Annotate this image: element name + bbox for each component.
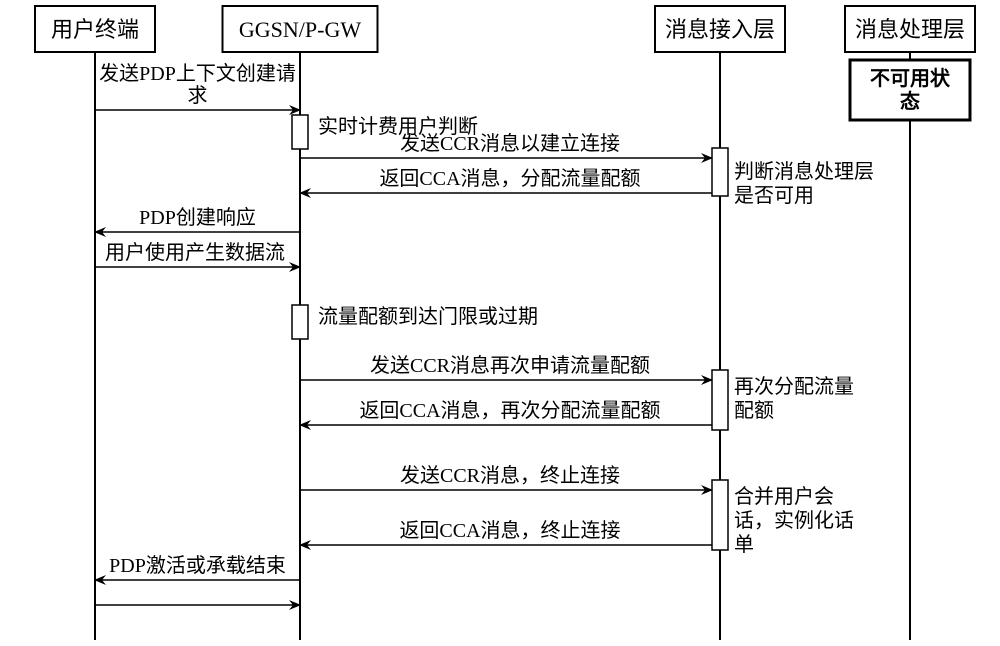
message-label-7-1: 发送CCR消息，终止连接 [400, 464, 620, 487]
participant-label-p3: 消息接入层 [665, 17, 775, 42]
side-label-2-1: 话，实例化话 [734, 509, 854, 532]
participant-label-p2: GGSN/P-GW [239, 17, 361, 42]
self-label-1: 流量配额到达门限或过期 [318, 305, 538, 328]
message-label-9-1: PDP激活或承载结束 [109, 554, 286, 577]
activation-0 [712, 148, 728, 196]
side-label-0-0: 判断消息处理层 [734, 160, 874, 183]
side-label-1-1: 配额 [734, 399, 774, 422]
message-label-2-1: 返回CCA消息，分配流量配额 [379, 167, 640, 190]
side-label-0-1: 是否可用 [734, 185, 814, 207]
message-label-0-1: 发送PDP上下文创建请 [99, 62, 296, 85]
side-label-2-0: 合并用户会 [734, 485, 834, 508]
state-label-2: 态 [900, 89, 920, 113]
message-label-3-1: PDP创建响应 [139, 206, 256, 229]
message-label-1-1: 发送CCR消息以建立连接 [400, 132, 620, 155]
participant-label-p4: 消息处理层 [855, 17, 965, 42]
message-label-0-2: 求 [188, 84, 208, 107]
side-label-2-2: 单 [734, 533, 754, 556]
state-label-1: 不可用状 [870, 66, 951, 90]
message-label-5-1: 发送CCR消息再次申请流量配额 [370, 354, 650, 377]
participant-label-p1: 用户终端 [51, 17, 139, 42]
message-label-6-1: 返回CCA消息，再次分配流量配额 [359, 399, 660, 422]
activation-1 [712, 370, 728, 430]
self-activation-0 [292, 115, 308, 149]
activation-2 [712, 480, 728, 550]
self-activation-1 [292, 305, 308, 339]
message-label-4-1: 用户使用产生数据流 [105, 241, 285, 264]
sequence-diagram: 用户终端GGSN/P-GW消息接入层消息处理层不可用状态实时计费用户判断流量配额… [0, 0, 1000, 646]
message-label-8-1: 返回CCA消息，终止连接 [399, 519, 620, 542]
side-label-1-0: 再次分配流量 [734, 375, 854, 398]
